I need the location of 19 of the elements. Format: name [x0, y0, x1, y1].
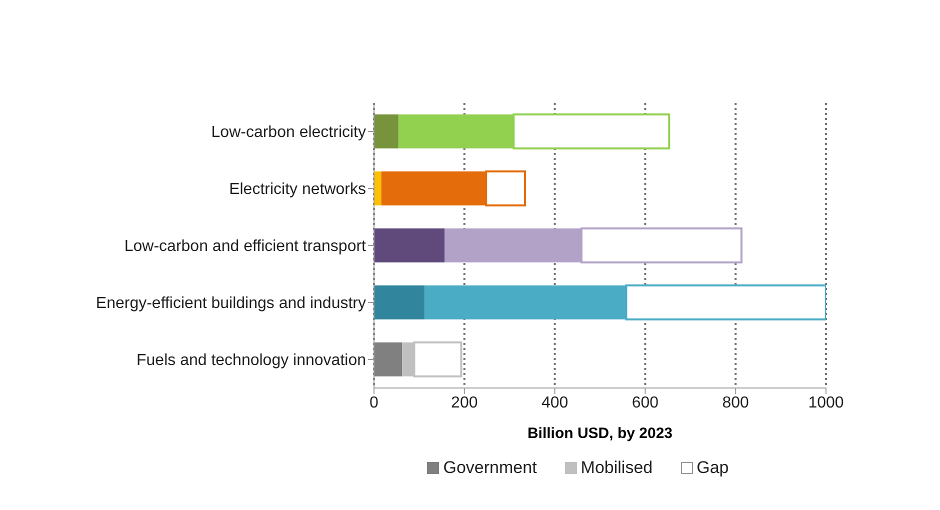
y-tick-label: Fuels and technology innovation	[136, 352, 366, 370]
bar	[374, 171, 382, 206]
x-tick-label: 200	[451, 394, 478, 412]
text: Gap	[696, 458, 729, 478]
x-tick-label: 1000	[808, 394, 844, 412]
x-tick-label: 800	[722, 394, 750, 412]
y-tick-label: Low-carbon and efficient transport	[124, 238, 367, 256]
y-tick-label: Low-carbon electricity	[211, 124, 366, 142]
legend-label: Mobilised	[580, 458, 653, 478]
x-axis-title: Billion USD, by 2023	[527, 425, 673, 442]
bar	[374, 285, 425, 320]
bar	[374, 228, 445, 262]
y-tick-label: Energy-efficient buildings and industry	[96, 295, 366, 312]
bar	[374, 114, 398, 148]
y-tick-label: Electricity networks	[229, 181, 366, 198]
x-tick-label: 600	[632, 394, 659, 412]
legend-label: Government	[442, 458, 537, 478]
x-tick-label: 400	[541, 394, 568, 412]
x-tick-label: 0	[370, 394, 379, 412]
